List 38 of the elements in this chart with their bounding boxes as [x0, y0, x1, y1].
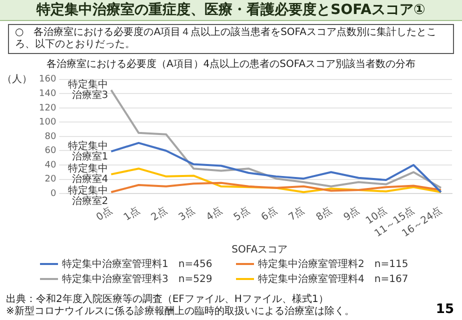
text: n=456 [178, 258, 212, 270]
x-tick-label: 7点 [286, 204, 307, 224]
y-tick-label: 60 [44, 146, 56, 156]
y-tick-label: 0 [50, 188, 56, 199]
text: n=115 [374, 258, 408, 270]
y-tick-label: 80 [44, 132, 56, 142]
legend-label: 特定集中治療室管理料4 [258, 272, 364, 286]
chart-title: 特定集中治療室の重症度、医療・看護必要度とSOFAスコア① [0, 0, 462, 21]
text: ※新型コロナウイルスに係る診療報酬上の臨時的取扱いによる治療室は除く。 [6, 306, 354, 318]
legend-label: 特定集中治療室管理料3 [62, 272, 168, 286]
text: n=529 [178, 274, 212, 284]
y-tick-label: 160 [38, 74, 56, 85]
y-tick-label: 40 [44, 160, 56, 170]
text: ○ 各治療室における必要度のA項目４点以上の該当患者をSOFAスコア点数別に集計したところ、以下のとおりだった。 [8, 24, 454, 54]
annotation: 特定集中治療室4 [68, 162, 108, 186]
legend-label: 特定集中治療室管理料1 [62, 258, 168, 271]
y-tick-label: 20 [44, 174, 56, 185]
x-tick-label: 4点 [204, 204, 224, 224]
x-tick-label: 8点 [314, 204, 334, 224]
text: n=167 [374, 274, 408, 284]
annotation: 特定集中治療室3 [68, 78, 108, 101]
x-tick-label: 5点 [231, 204, 252, 224]
y-tick-label: 100 [38, 118, 56, 128]
y-tick-label: 140 [38, 89, 56, 100]
source-note: 出典：令和2年度入院医療等の調査（EFファイル、Hファイル、様式1） [6, 294, 330, 306]
y-tick-label: 120 [38, 103, 56, 114]
x-tick-label: 1点 [122, 204, 142, 224]
y-axis-title: （人） [2, 74, 32, 85]
x-tick-label: 9点 [341, 204, 362, 224]
text: 15 [436, 302, 454, 317]
legend-label: 特定集中治療室管理料2 [258, 258, 364, 271]
x-tick-label: 10点 [364, 204, 390, 227]
chart-subtitle: 各治療室における必要度（A項目）4点以上の患者のSOFAスコア別該当者数の分布 [45, 58, 417, 71]
x-tick-label: 2点 [148, 204, 170, 224]
x-tick-label: 6点 [258, 204, 280, 224]
annotation: 特定集中治療室1 [68, 140, 108, 162]
x-axis-title: SOFAスコア [232, 244, 288, 256]
x-tick-label: 3点 [176, 204, 197, 224]
